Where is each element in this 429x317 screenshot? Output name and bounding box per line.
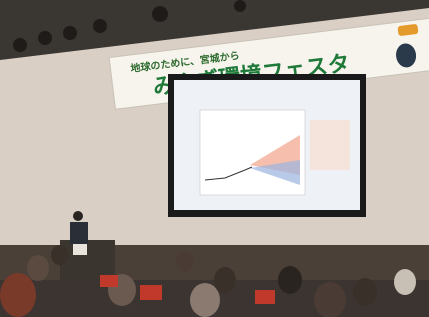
podium	[60, 240, 115, 280]
slide-legend	[310, 120, 350, 170]
page: 地球のために、宮城から みやぎ環境フェスタ (() => { const dat…	[0, 0, 429, 317]
speaker-body	[70, 222, 88, 244]
podium-sign	[73, 243, 87, 255]
photo: 地球のために、宮城から みやぎ環境フェスタ	[0, 0, 429, 317]
speaker-head	[73, 211, 83, 221]
